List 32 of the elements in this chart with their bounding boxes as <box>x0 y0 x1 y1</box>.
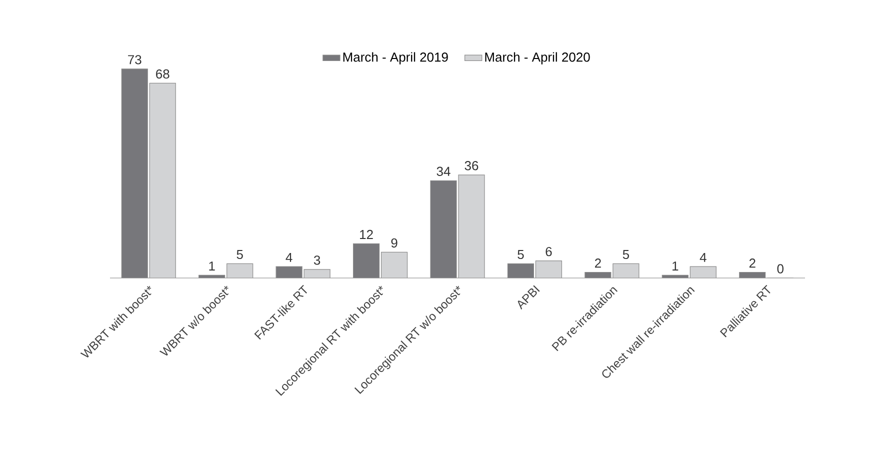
bar <box>121 68 148 278</box>
data-label: 34 <box>436 166 450 176</box>
data-label: 2 <box>594 258 601 268</box>
bar <box>304 269 330 278</box>
data-label: 3 <box>314 256 320 265</box>
data-label: 68 <box>156 69 170 79</box>
bar <box>430 180 457 278</box>
bar <box>458 174 485 278</box>
data-label: 9 <box>391 238 398 248</box>
bar <box>612 263 640 278</box>
bar <box>535 260 562 278</box>
bar <box>380 252 408 278</box>
data-label: 4 <box>286 252 292 262</box>
data-label: 12 <box>360 230 373 239</box>
data-label: 73 <box>128 55 142 64</box>
bar <box>149 82 176 278</box>
data-label: 1 <box>672 262 678 271</box>
bar <box>226 263 254 278</box>
bar <box>352 243 380 278</box>
data-label: 6 <box>546 246 552 256</box>
legend-label: March - April 2019 <box>343 52 448 64</box>
data-label: 4 <box>700 252 706 262</box>
data-label: 5 <box>622 250 630 260</box>
bar <box>690 266 716 278</box>
data-label: 1 <box>209 262 215 271</box>
data-label: 36 <box>464 161 478 170</box>
legend-label: March - April 2020 <box>485 52 590 64</box>
data-label: 0 <box>777 264 784 274</box>
data-label: 5 <box>236 250 243 260</box>
data-label: 5 <box>518 250 524 260</box>
data-label: 2 <box>749 258 756 268</box>
bar <box>507 263 534 278</box>
